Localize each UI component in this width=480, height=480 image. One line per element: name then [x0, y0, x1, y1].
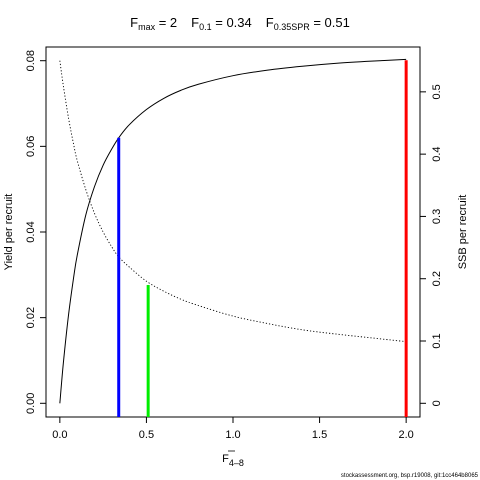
x-axis-title-symbol: F — [222, 453, 229, 465]
x-axis-title: F4–8 — [222, 453, 244, 468]
x-tick-label: 0.5 — [139, 429, 154, 441]
plot-frame — [45, 46, 421, 418]
y-right-tick-label: 0 — [431, 400, 443, 406]
y-left-tick-label: 0.00 — [25, 393, 37, 414]
y-right-tick-label: 0.3 — [431, 209, 443, 224]
title-fmax-symbol: F — [130, 15, 138, 30]
x-tick-label: 1.5 — [312, 429, 327, 441]
title-f01-value: = 0.34 — [212, 15, 252, 30]
y-axis-right: 0 0.1 0.2 0.3 0.4 0.5 — [420, 84, 443, 406]
title-fmax-sub: max — [138, 22, 156, 32]
title-f035-symbol: F — [266, 15, 274, 30]
y-left-tick-label: 0.08 — [25, 50, 37, 71]
y-left-tick-label: 0.06 — [25, 136, 37, 157]
y-right-tick-label: 0.2 — [431, 271, 443, 286]
y-left-tick-label: 0.04 — [25, 221, 37, 242]
y-right-tick-label: 0.5 — [431, 84, 443, 99]
chart-title: Fmax = 2 F0.1 = 0.34 F0.35SPR = 0.51 — [130, 15, 350, 32]
title-f01-symbol: F — [191, 15, 199, 30]
y-axis-right-title: SSB per recruit — [457, 195, 469, 270]
reference-lines — [117, 60, 408, 417]
x-axis-title-sub: 4–8 — [229, 458, 244, 468]
title-f01-sub: 0.1 — [199, 22, 212, 32]
y-right-tick-label: 0.1 — [431, 333, 443, 348]
x-tick-label: 0.0 — [52, 429, 67, 441]
series-layer — [59, 58, 407, 404]
title-fmax-value: = 2 — [155, 15, 177, 30]
footer-text: stockassessment.org, bsp.r19008, git:1cc… — [341, 473, 479, 479]
yield-per-recruit-line — [59, 58, 407, 404]
ssb-per-recruit-line — [59, 60, 407, 343]
x-tick-label: 1.0 — [225, 429, 240, 441]
y-right-tick-label: 0.4 — [431, 146, 443, 161]
y-axis-left: 0.00 0.02 0.04 0.06 0.08 — [25, 50, 46, 414]
y-axis-left-title: Yield per recruit — [3, 194, 15, 271]
title-f035-value: = 0.51 — [310, 15, 350, 30]
x-tick-label: 2.0 — [398, 429, 413, 441]
y-left-tick-label: 0.02 — [25, 307, 37, 328]
title-f035-sub: 0.35SPR — [274, 22, 311, 32]
x-axis: 0.0 0.5 1.0 1.5 2.0 — [52, 417, 414, 441]
